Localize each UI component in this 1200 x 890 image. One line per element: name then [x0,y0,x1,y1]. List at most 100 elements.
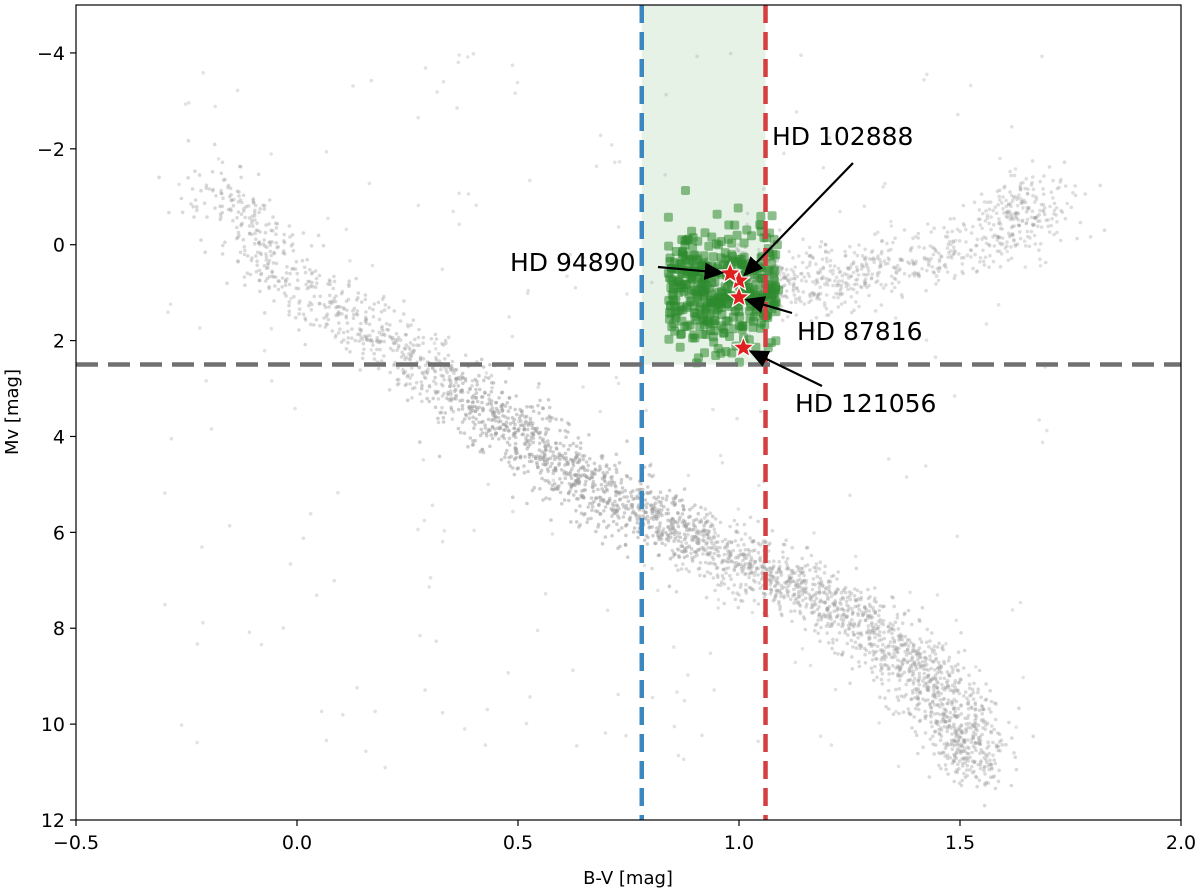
background-star-point [241,193,246,198]
background-star-point [644,510,649,515]
background-star-point [319,709,324,714]
selected-giant-point [699,258,709,268]
background-star-point [789,568,793,573]
background-star-point [984,241,989,246]
background-star-point [932,693,937,698]
background-star-point [250,232,254,237]
background-star-point [578,474,583,479]
background-star-point [554,417,558,422]
background-star-point [168,302,173,307]
background-star-point [992,774,996,778]
background-star-point [563,451,568,456]
background-star-point [818,244,822,249]
background-star-point [1001,195,1005,199]
background-star-point [927,263,931,268]
background-star-point [721,567,726,572]
background-star-point [868,604,872,609]
background-star-point [892,640,897,644]
background-star-point [882,630,886,635]
background-star-point [274,232,278,236]
background-star-point [953,739,957,743]
background-star-point [255,259,259,264]
background-star-point [706,536,710,541]
background-star-point [626,507,631,511]
background-star-point [475,383,480,387]
background-star-point [1009,204,1013,209]
background-star-point [780,613,784,618]
background-star-point [749,586,753,590]
background-star-point [966,738,970,742]
background-star-point [602,509,606,513]
background-star-point [863,661,868,665]
background-star-point [682,555,687,560]
background-star-point [376,338,380,343]
background-star-point [421,357,426,361]
background-star-point [512,433,517,437]
background-star-point [221,243,225,248]
background-star-point [986,764,990,768]
background-star-point [889,219,893,224]
background-star-point [369,338,374,342]
background-star-point [1033,215,1038,220]
background-star-point [1023,200,1028,205]
background-star-point [1006,202,1011,207]
background-star-point [1009,245,1013,249]
background-star-point [931,683,936,688]
background-star-point [312,323,316,327]
background-star-point [828,579,833,584]
background-star-point [606,482,610,487]
background-star-point [676,753,681,758]
background-star-point [945,678,950,683]
background-star-point [1059,177,1063,182]
background-star-point [909,712,913,717]
background-star-point [912,643,916,648]
background-star-point [995,234,1000,239]
background-star-point [444,368,448,372]
background-star-point [924,288,928,293]
background-star-point [267,285,271,289]
background-star-point [767,559,771,564]
background-star-point [287,303,291,308]
background-star-point [420,383,424,388]
background-star-point [1001,207,1005,211]
background-star-point [939,766,943,771]
selected-giant-point [674,288,684,298]
background-star-point [859,631,863,635]
background-star-point [852,633,856,637]
background-star-point [725,542,729,547]
background-star-point [984,236,988,240]
background-star-point [593,483,597,487]
background-star-point [1006,231,1011,236]
background-star-point [773,595,777,599]
background-star-point [708,511,712,515]
background-star-point [744,556,749,560]
background-star-point [887,707,891,711]
background-star-point [607,467,612,471]
background-star-point [797,582,802,587]
background-star-point [325,312,330,317]
background-star-point [824,256,829,261]
background-star-point [1017,223,1021,228]
background-star-point [919,652,923,656]
background-star-point [972,769,976,774]
background-star-point [917,674,922,679]
background-star-point [905,647,910,652]
background-star-point [475,399,480,404]
background-star-point [250,256,254,260]
background-star-point [628,476,633,481]
background-star-point [834,590,839,595]
background-star-point [982,751,986,755]
background-star-point [808,568,812,572]
background-star-point [950,747,955,751]
background-star-point [658,521,662,525]
background-star-point [870,628,875,633]
background-star-point [839,591,844,595]
background-star-point [818,639,822,643]
background-star-point [1021,200,1025,205]
background-star-point [426,367,430,371]
background-star-point [732,583,737,587]
background-star-point [751,539,756,544]
background-star-point [506,416,510,421]
background-star-point [748,562,752,567]
background-star-point [736,543,740,548]
